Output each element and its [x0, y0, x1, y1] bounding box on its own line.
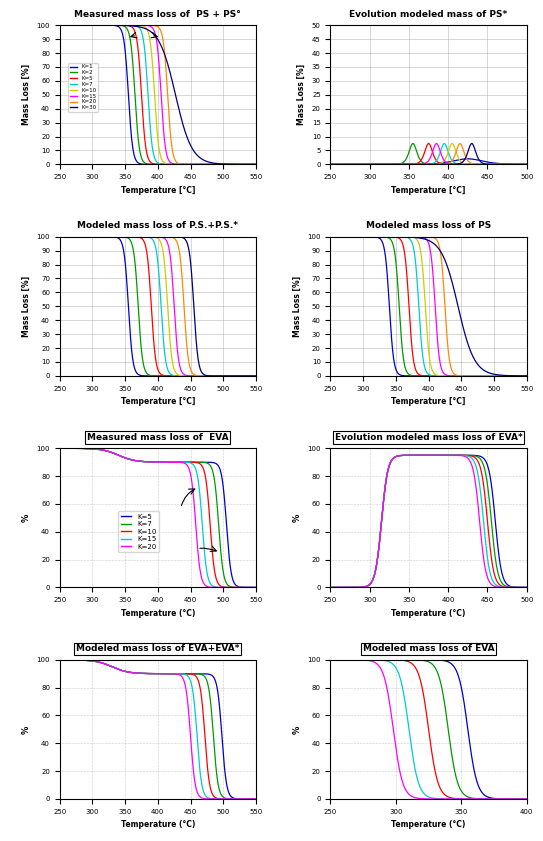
X-axis label: Temperature (°C): Temperature (°C)	[121, 820, 195, 829]
Y-axis label: %: %	[22, 514, 31, 522]
Title: Evolution modeled mass of PS*: Evolution modeled mass of PS*	[350, 10, 508, 19]
X-axis label: Temperature [°C]: Temperature [°C]	[121, 186, 195, 194]
Y-axis label: %: %	[293, 725, 302, 733]
Title: Modeled mass loss of EVA: Modeled mass loss of EVA	[363, 644, 495, 653]
Title: Measured mass loss of  PS + PS°: Measured mass loss of PS + PS°	[74, 10, 241, 19]
Legend: K=5, K=7, K=10, K=15, K=20: K=5, K=7, K=10, K=15, K=20	[118, 511, 159, 553]
Y-axis label: Mass Loss [%]: Mass Loss [%]	[297, 64, 306, 125]
Y-axis label: %: %	[22, 725, 31, 733]
Y-axis label: Mass Loss [%]: Mass Loss [%]	[293, 276, 302, 337]
Title: Modeled mass loss of EVA+EVA*: Modeled mass loss of EVA+EVA*	[76, 644, 239, 653]
Y-axis label: Mass Loss [%]: Mass Loss [%]	[22, 276, 31, 337]
X-axis label: Temperature (°C): Temperature (°C)	[392, 820, 466, 829]
Title: Modeled mass loss of P.S.+P.S.*: Modeled mass loss of P.S.+P.S.*	[77, 221, 238, 230]
Title: Evolution modeled mass loss of EVA*: Evolution modeled mass loss of EVA*	[334, 433, 522, 442]
Legend: K=1, K=2, K=5, K=7, K=10, K=15, K=20, K=30: K=1, K=2, K=5, K=7, K=10, K=15, K=20, K=…	[68, 63, 98, 112]
Y-axis label: Mass Loss [%]: Mass Loss [%]	[22, 64, 31, 125]
X-axis label: Temperature [°C]: Temperature [°C]	[121, 397, 195, 406]
Title: Measured mass loss of  EVA: Measured mass loss of EVA	[87, 433, 229, 442]
X-axis label: Temperature [°C]: Temperature [°C]	[392, 397, 466, 406]
X-axis label: Temperature (°C): Temperature (°C)	[392, 609, 466, 617]
X-axis label: Temperature [°C]: Temperature [°C]	[392, 186, 466, 194]
X-axis label: Temperature (°C): Temperature (°C)	[121, 609, 195, 617]
Title: Modeled mass loss of PS: Modeled mass loss of PS	[366, 221, 491, 230]
Y-axis label: %: %	[293, 514, 302, 522]
